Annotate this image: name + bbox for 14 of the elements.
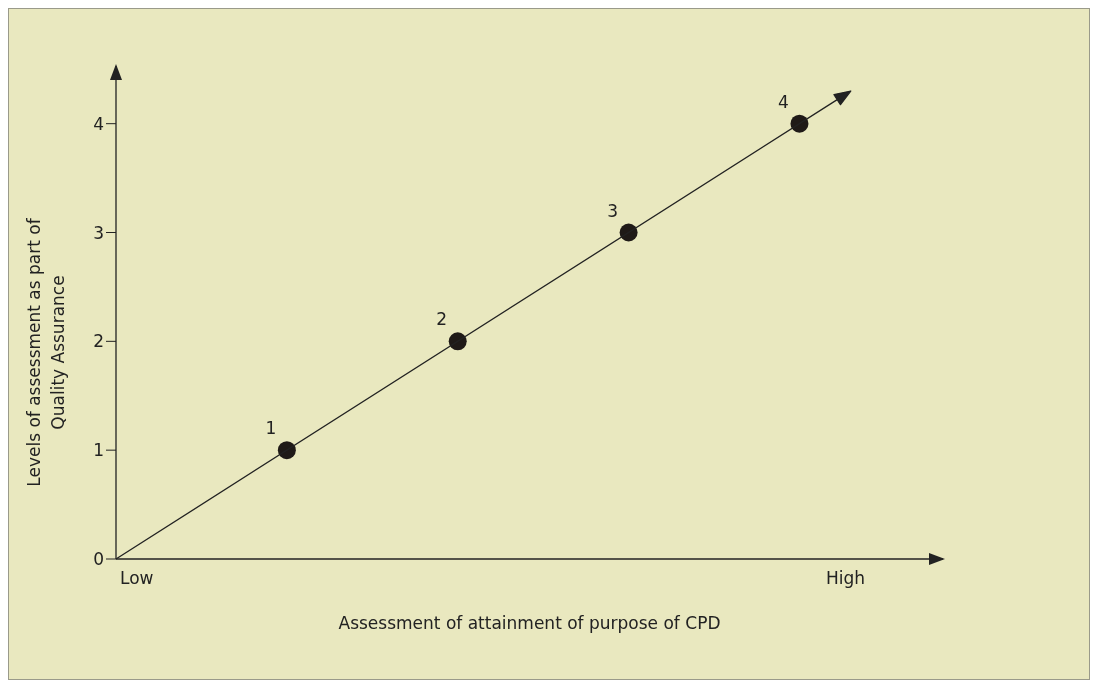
point: [277, 441, 296, 460]
x-axis-title: Assessment of attainment of purpose of CPD: [338, 613, 721, 633]
y-tick-label: 3: [93, 222, 104, 243]
y-axis-title: Levels of assessment as part of Quality Assurance: [24, 217, 68, 487]
y-tick-label: 0: [93, 549, 104, 570]
y-tick-label: 2: [93, 331, 104, 352]
text: Low: [120, 568, 154, 588]
data-label: 3: [607, 200, 619, 221]
data-label: 2: [436, 309, 448, 330]
text: High: [826, 568, 866, 588]
data-label: 1: [265, 418, 277, 439]
data-label: 4: [778, 91, 789, 112]
y-tick-label: 1: [93, 440, 104, 461]
y-tick-label: 4: [93, 113, 104, 134]
